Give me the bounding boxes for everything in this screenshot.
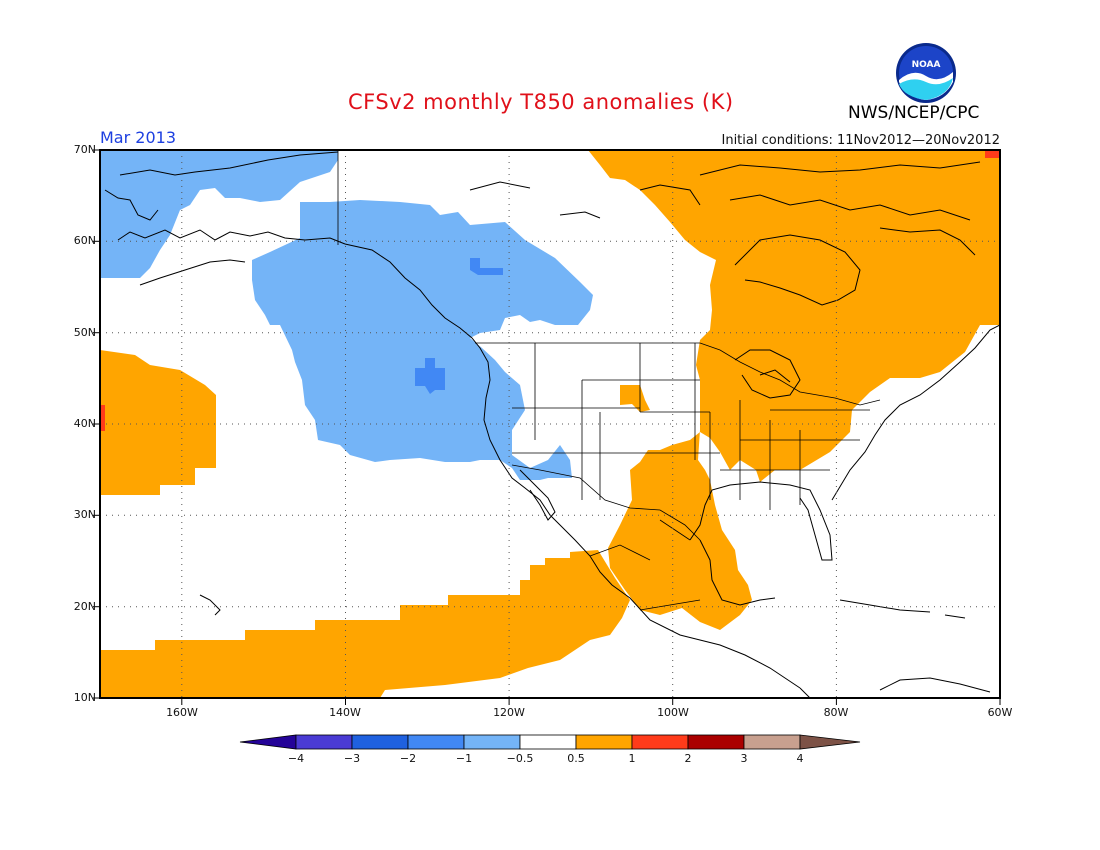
- lon-label-120w: 120W: [493, 706, 525, 719]
- lon-label-60w: 60W: [987, 706, 1013, 719]
- ticks: [93, 149, 1001, 705]
- lat-label-30n: 30N: [73, 508, 96, 521]
- lat-label-70n: 70N: [73, 143, 96, 156]
- lat-label-10n: 10N: [73, 691, 96, 704]
- lon-label-160w: 160W: [166, 706, 198, 719]
- coastlines: [104, 151, 1000, 698]
- colorbar-label: 1: [628, 752, 636, 765]
- lon-label-80w: 80W: [823, 706, 849, 719]
- lat-label-40n: 40N: [73, 417, 96, 430]
- lon-label-100w: 100W: [657, 706, 689, 719]
- forecast-month: Mar 2013: [100, 128, 176, 147]
- colorbar-cell-0: [239, 734, 297, 750]
- graticule: [100, 150, 1000, 698]
- noaa-logo-text: NOAA: [912, 60, 941, 70]
- anomaly-warm-region: [100, 150, 1000, 698]
- initial-conditions: Initial conditions: 11Nov2012—20Nov2012: [721, 133, 1001, 148]
- colorbar-label: −3: [343, 752, 361, 765]
- colorbar-label: −4: [287, 752, 305, 765]
- anomaly-hot-cells: [100, 150, 1000, 431]
- colorbar-label: 2: [684, 752, 692, 765]
- colorbar-cell-10: [799, 734, 861, 750]
- agency-label: NWS/NCEP/CPC: [848, 103, 980, 123]
- lat-label-60n: 60N: [73, 234, 96, 247]
- colorbar: [239, 734, 861, 750]
- colorbar-cell-8: [687, 734, 745, 750]
- colorbar-label: −2: [399, 752, 417, 765]
- colorbar-label: 0.5: [567, 752, 585, 765]
- colorbar-cell-4: [463, 734, 521, 750]
- colorbar-label: 3: [740, 752, 748, 765]
- colorbar-label: 4: [796, 752, 804, 765]
- colorbar-label: −0.5: [506, 752, 534, 765]
- colorbar-cell-5: [519, 734, 577, 750]
- lon-label-140w: 140W: [329, 706, 361, 719]
- colorbar-label: −1: [455, 752, 473, 765]
- lat-label-20n: 20N: [73, 600, 96, 613]
- colorbar-cell-3: [407, 734, 465, 750]
- borders: [337, 150, 881, 611]
- colorbar-cell-1: [295, 734, 353, 750]
- colorbar-cell-7: [631, 734, 689, 750]
- colorbar-cell-9: [743, 734, 801, 750]
- lat-label-50n: 50N: [73, 326, 96, 339]
- colorbar-cell-2: [351, 734, 409, 750]
- anomaly-cool-region: [100, 150, 593, 480]
- colorbar-cell-6: [575, 734, 633, 750]
- anomaly-cold-cells: [415, 258, 503, 394]
- noaa-logo-icon: NOAA: [896, 43, 956, 103]
- chart-title: CFSv2 monthly T850 anomalies (K): [348, 90, 734, 114]
